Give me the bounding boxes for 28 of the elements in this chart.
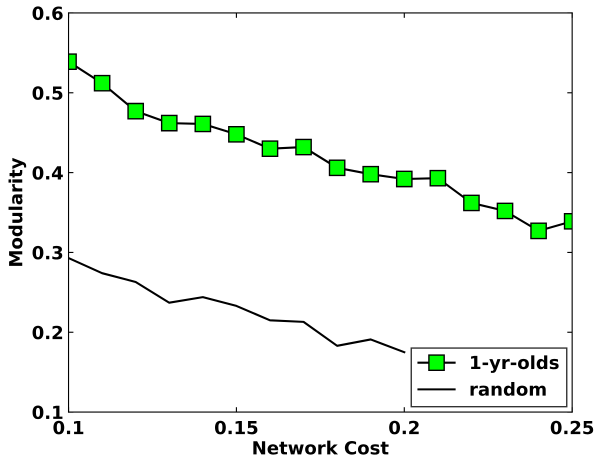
- point: [262, 140, 278, 157]
- point: [194, 116, 212, 132]
- legend-label: random: [470, 382, 546, 396]
- point: [127, 102, 144, 120]
- y-tick-label: 0.3: [32, 246, 62, 260]
- y-axis-title: Modularity: [8, 158, 26, 266]
- x-tick-label: 0.25: [550, 420, 594, 434]
- x-tick-label: 0.1: [53, 420, 84, 434]
- x-tick-label: 0.2: [389, 420, 419, 434]
- y-tick-label: 0.5: [32, 86, 62, 100]
- x-tick-label: 0.15: [215, 420, 258, 434]
- point: [530, 222, 547, 240]
- point: [430, 170, 446, 187]
- point: [328, 159, 346, 176]
- y-tick-label: 0.2: [32, 326, 62, 340]
- point: [396, 170, 413, 188]
- y-tick-label: 0.1: [32, 406, 62, 420]
- point: [228, 126, 245, 143]
- point: [94, 74, 110, 92]
- y-tick-label: 0.6: [32, 6, 63, 20]
- x-axis-title: Network Cost: [253, 440, 389, 455]
- legend-label: 1-yr-olds: [471, 355, 559, 373]
- point: [295, 138, 312, 156]
- y-tick-label: 0.4: [32, 166, 63, 180]
- point: [160, 114, 178, 132]
- point: [496, 202, 514, 220]
- point: [463, 194, 480, 212]
- point: [362, 166, 380, 183]
